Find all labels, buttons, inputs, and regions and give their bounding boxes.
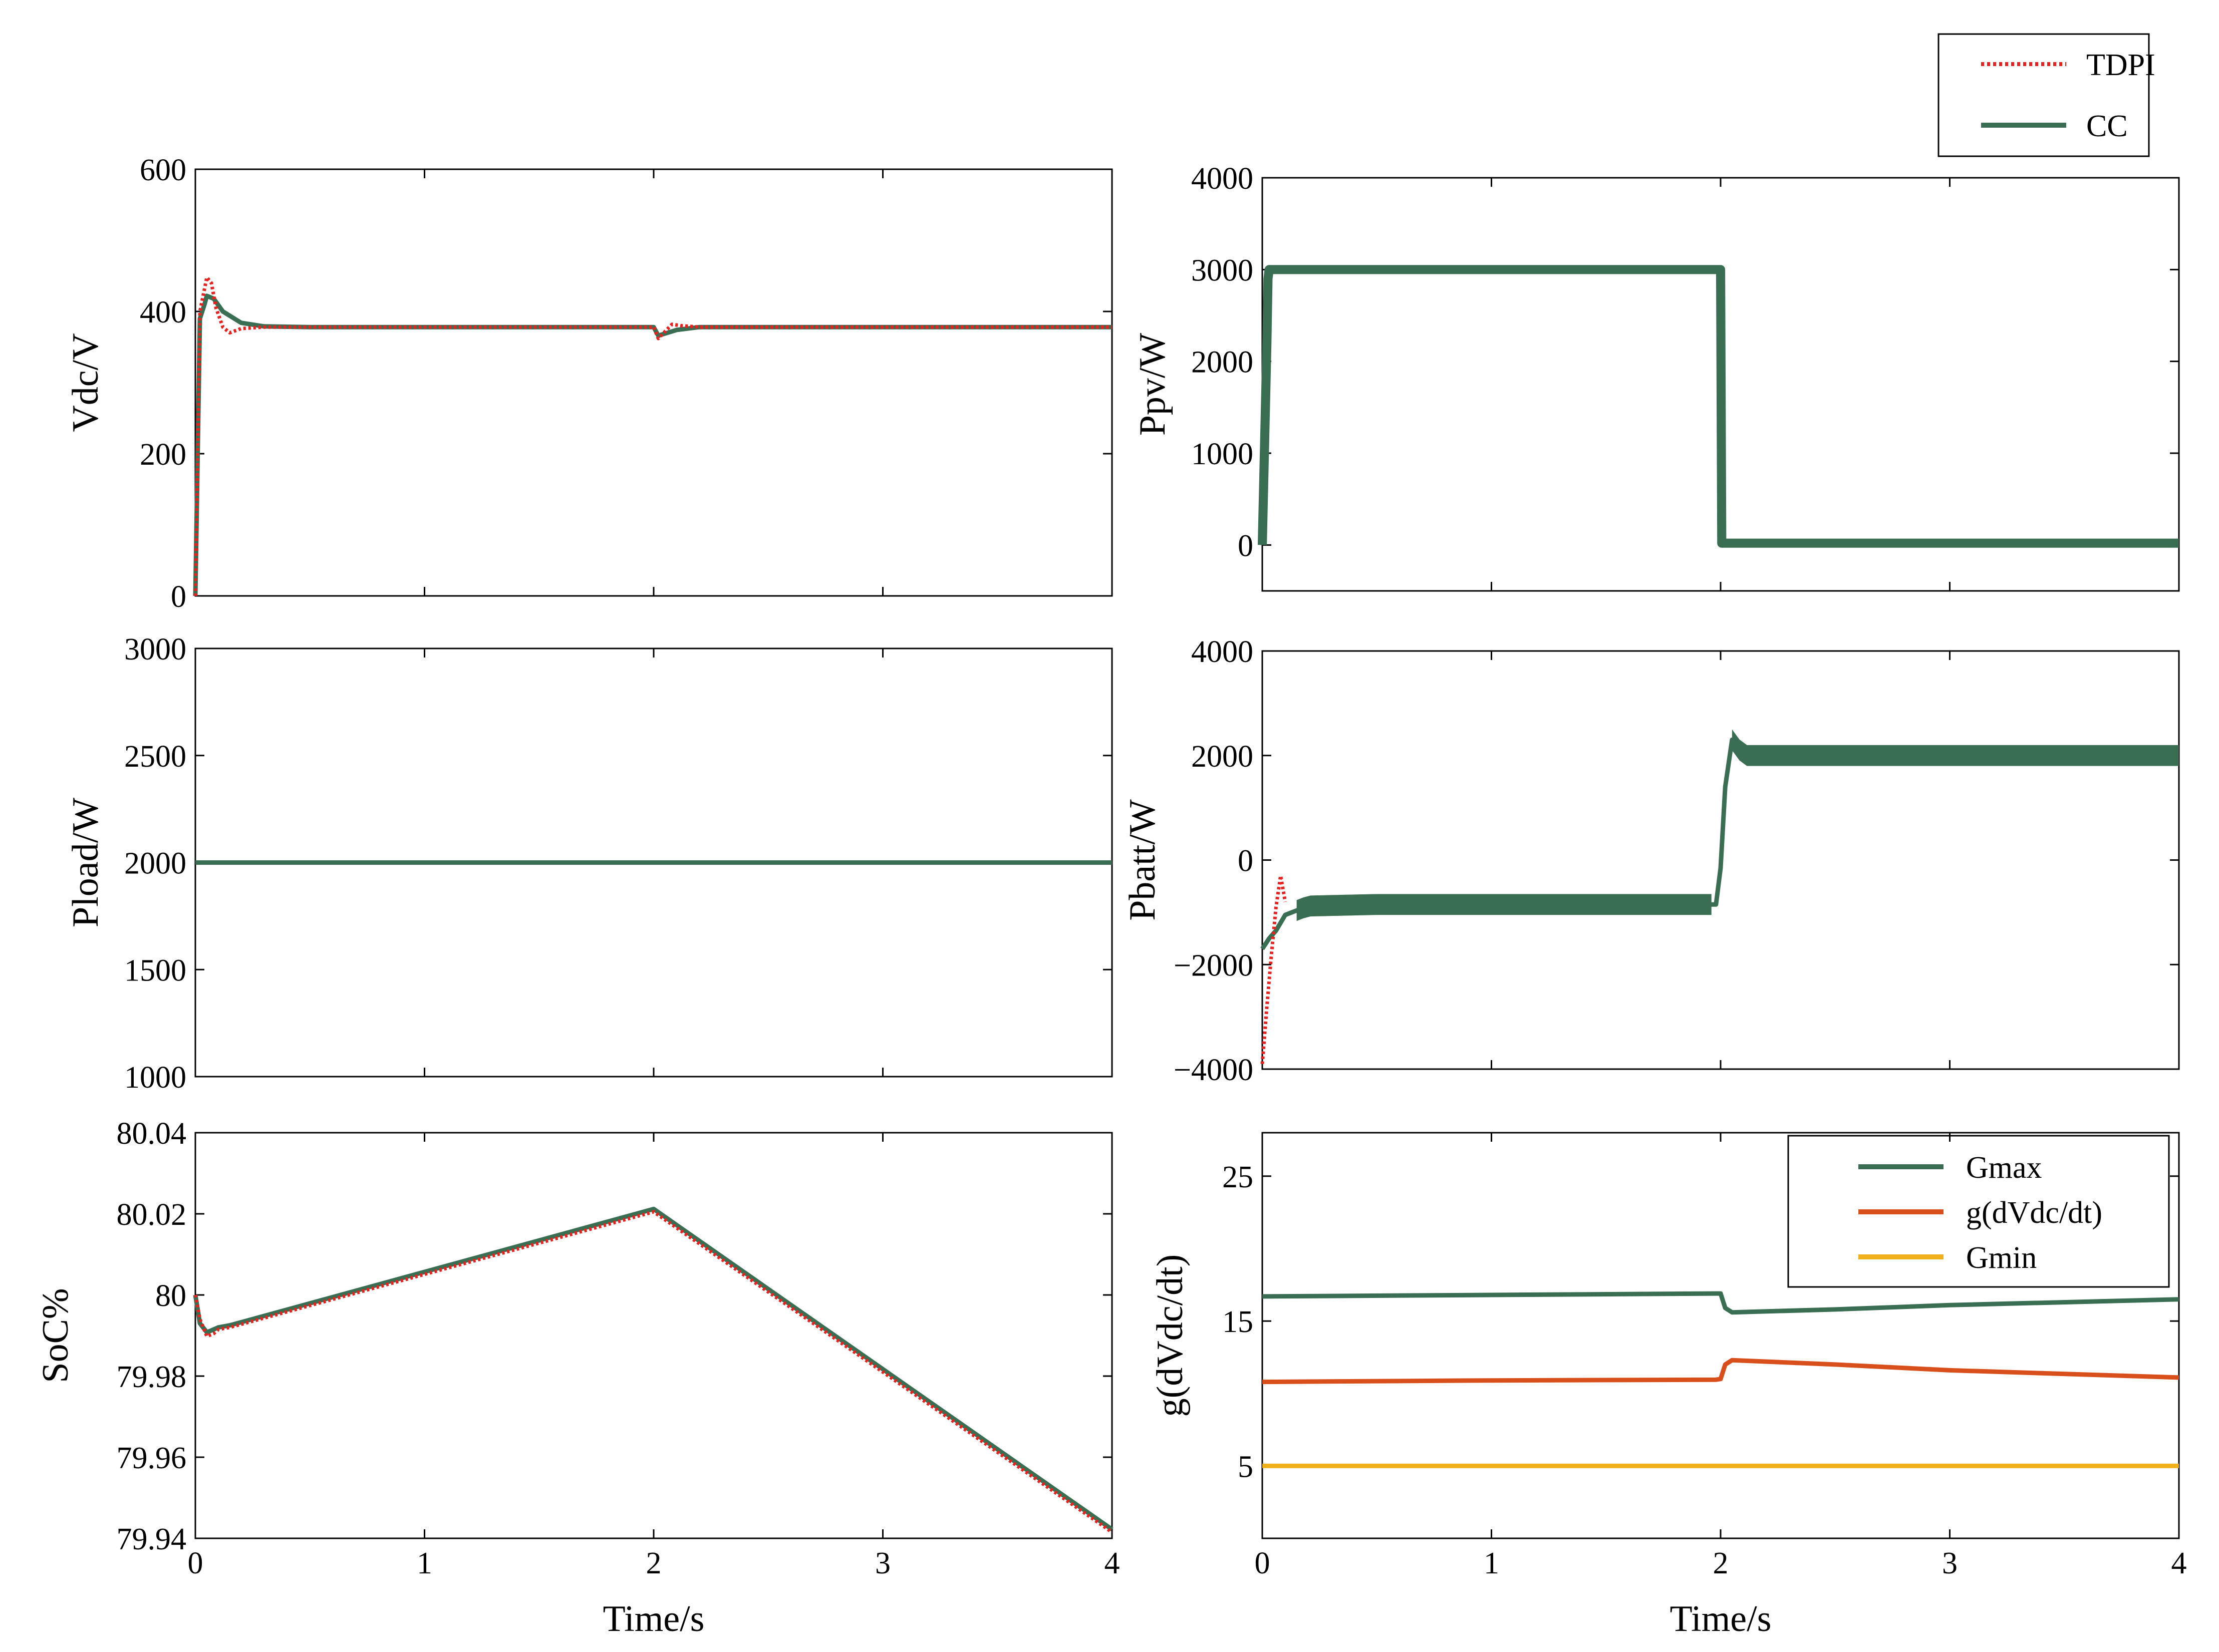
tdpi-legend-label: TDPI	[2086, 48, 2155, 82]
ppv-ylabel: Ppv/W	[1132, 333, 1173, 436]
soc-panel: 79.94 79.96 79.98 80 80.02 80.04 0 1 2 3 4 SoC% Time…	[35, 1117, 1120, 1639]
pbatt-panel: −4000 −2000 0 2000 4000 Pbatt/W	[1122, 635, 2180, 1087]
top-legend: TDPI CC	[1937, 33, 2155, 157]
ppv-cc-ripple	[1257, 265, 2179, 548]
soc-xtick-label: 4	[1104, 1546, 1120, 1580]
gdvdc-xtick-label: 2	[1713, 1546, 1729, 1580]
gdvdc-xtick-label: 0	[1255, 1546, 1270, 1580]
pbatt-series-cc	[1260, 737, 2179, 950]
gdvdc-xtick-label: 3	[1942, 1546, 1958, 1580]
gdvdc-ytick-label: 15	[1222, 1305, 1253, 1339]
ppv-panel: 0 1000 2000 3000 4000 Ppv/W	[1132, 162, 2180, 592]
gdvdc-series-gmax	[1262, 1291, 2179, 1315]
soc-series-cc	[193, 1206, 1114, 1531]
gdvdc-ytick-label: 25	[1222, 1160, 1253, 1194]
gdvdc-ylabel: g(dVdc/dt)	[1150, 1254, 1191, 1417]
gdvdc-ytick-label: 5	[1238, 1450, 1253, 1484]
pload-ytick-label: 2500	[124, 740, 186, 774]
soc-xlabel: Time/s	[603, 1598, 705, 1639]
gdvdc-xtick-label: 1	[1484, 1546, 1499, 1580]
pload-panel: 1000 1500 2000 2500 3000 Pload/W	[65, 632, 1113, 1095]
ppv-ytick-label: 3000	[1191, 253, 1253, 287]
gdvdc-series-g-dvdc-dt-	[1262, 1358, 2179, 1385]
vdc-ytick-label: 600	[140, 153, 186, 187]
vdc-panel: 0 200 400 600 Vdc/V	[65, 153, 1113, 614]
soc-ylabel: SoC%	[35, 1288, 76, 1383]
gdvdc-plot-frame	[1261, 1132, 2180, 1539]
soc-ytick-label: 80	[155, 1279, 186, 1313]
pbatt-ylabel: Pbatt/W	[1122, 799, 1163, 921]
pload-ytick-label: 3000	[124, 632, 186, 667]
gdvdc-legend-label: g(dVdc/dt)	[1966, 1196, 2102, 1230]
vdc-series-cc	[193, 293, 1112, 596]
vdc-ytick-label: 200	[140, 438, 186, 472]
ppv-ytick-label: 0	[1238, 529, 1253, 563]
soc-ytick-label: 80.04	[117, 1117, 187, 1151]
soc-plot-frame	[194, 1132, 1113, 1539]
vdc-plot-frame	[194, 168, 1113, 597]
soc-xtick-label: 0	[188, 1546, 203, 1580]
soc-ytick-label: 80.02	[117, 1198, 187, 1232]
pbatt-cc-oscillation-band	[1296, 894, 1712, 921]
gmax-legend-label: Gmax	[1966, 1151, 2042, 1185]
pbatt-series-tdpi	[1260, 874, 1287, 1064]
vdc-ytick-label: 400	[140, 295, 186, 329]
ppv-ytick-label: 4000	[1191, 162, 1253, 196]
pbatt-ytick-label: −2000	[1174, 948, 1253, 982]
gdvdc-legend-box	[1787, 1135, 2170, 1288]
ppv-ytick-label: 2000	[1191, 346, 1253, 380]
soc-xtick-label: 1	[417, 1546, 432, 1580]
soc-xtick-label: 3	[875, 1546, 891, 1580]
pload-ytick-label: 1000	[124, 1061, 186, 1095]
soc-ytick-label: 79.96	[117, 1441, 187, 1475]
pbatt-ytick-label: 4000	[1191, 635, 1253, 669]
pload-ytick-label: 2000	[124, 847, 186, 881]
gdvdc-panel: 5 15 25 0 1 2 3 4 g(dVdc/dt) Time/s	[1150, 1132, 2187, 1639]
ppv-ytick-label: 1000	[1191, 437, 1253, 471]
soc-xtick-label: 2	[646, 1546, 662, 1580]
pbatt-ytick-label: −4000	[1174, 1053, 1253, 1087]
vdc-ylabel: Vdc/V	[65, 333, 106, 432]
pload-ytick-label: 1500	[124, 953, 186, 987]
pbatt-cc-oscillation-band	[1732, 729, 2179, 766]
gdvdc-xtick-label: 4	[2171, 1546, 2187, 1580]
soc-ytick-label: 79.98	[117, 1360, 187, 1394]
soc-ytick-label: 79.94	[117, 1522, 187, 1556]
pload-ylabel: Pload/W	[65, 798, 106, 927]
gmin-legend-label: Gmin	[1966, 1241, 2037, 1275]
cc-legend-label: CC	[2086, 109, 2128, 143]
soc-series-tdpi	[193, 1210, 1114, 1534]
gdvdc-xlabel: Time/s	[1670, 1598, 1772, 1639]
vdc-series-tdpi	[193, 275, 1112, 596]
gdvdc-legend: Gmax g(dVdc/dt) Gmin	[1787, 1135, 2170, 1288]
vdc-ytick-label: 0	[171, 580, 186, 614]
pbatt-ytick-label: 0	[1238, 844, 1253, 878]
top-legend-box	[1937, 33, 2150, 157]
pbatt-ytick-label: 2000	[1191, 740, 1253, 774]
